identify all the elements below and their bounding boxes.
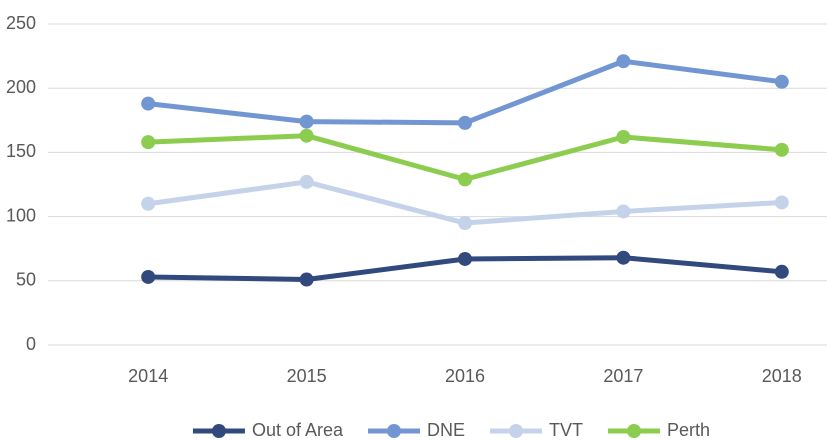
y-tick-label: 250 — [6, 13, 36, 33]
legend-marker — [211, 424, 226, 438]
x-tick-label: 2016 — [445, 366, 485, 386]
legend-label: Perth — [667, 420, 710, 440]
legend-item: Perth — [608, 420, 710, 440]
data-point — [616, 250, 631, 265]
y-tick-label: 150 — [6, 141, 36, 161]
legend-item: DNE — [368, 420, 465, 440]
data-point — [141, 269, 156, 284]
legend-marker — [509, 424, 524, 438]
legend-marker — [627, 424, 642, 438]
legend-marker — [387, 424, 402, 438]
data-point — [774, 142, 789, 157]
data-point — [299, 272, 314, 287]
x-tick-label: 2014 — [128, 366, 168, 386]
data-point — [616, 54, 631, 69]
x-tick-label: 2015 — [287, 366, 327, 386]
data-point — [299, 174, 314, 189]
y-tick-label: 200 — [6, 77, 36, 97]
x-tick-label: 2018 — [762, 366, 802, 386]
y-tick-label: 100 — [6, 205, 36, 225]
data-point — [774, 195, 789, 210]
legend-item: Out of Area — [192, 420, 344, 440]
data-point — [774, 74, 789, 89]
data-point — [616, 204, 631, 219]
data-point — [141, 196, 156, 211]
legend-label: Out of Area — [252, 420, 344, 440]
legend-label: TVT — [549, 420, 583, 440]
data-point — [458, 115, 472, 130]
data-point — [141, 135, 156, 150]
data-point — [458, 251, 472, 266]
data-point — [458, 172, 472, 187]
data-point — [299, 114, 314, 129]
data-point — [774, 264, 789, 279]
data-point — [141, 96, 156, 111]
x-tick-label: 2017 — [603, 366, 643, 386]
y-tick-label: 0 — [26, 334, 36, 354]
data-point — [299, 128, 314, 143]
data-point — [616, 129, 631, 144]
legend: Out of Area DNE TVT Perth — [192, 420, 710, 440]
y-tick-label: 50 — [16, 270, 36, 290]
legend-item: TVT — [490, 420, 583, 440]
legend-label: DNE — [427, 420, 465, 440]
series-line — [145, 58, 785, 126]
data-point — [458, 216, 472, 231]
